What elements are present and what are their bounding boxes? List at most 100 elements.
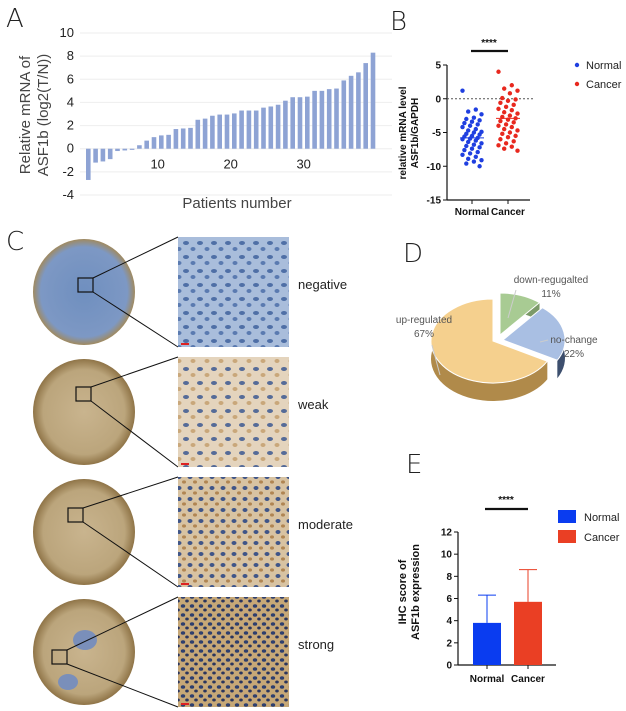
b-data-point — [500, 131, 505, 137]
ihc-magnified-image — [178, 597, 289, 707]
a-bar — [275, 104, 281, 149]
pie-label: no-change — [550, 335, 598, 346]
panel-label-b: B — [390, 7, 407, 37]
b-data-point — [466, 156, 471, 162]
b-data-point — [466, 109, 471, 114]
ihc-level-label: negative — [298, 277, 347, 292]
b-data-point — [503, 141, 509, 146]
b-ytick-label: -5 — [432, 128, 441, 139]
a-bar — [188, 127, 193, 149]
zoom-region-box — [51, 649, 68, 665]
a-bar — [217, 114, 222, 149]
b-data-point — [473, 126, 478, 132]
e-ytick-label: 12 — [441, 528, 453, 539]
zoom-connector-line — [82, 521, 179, 588]
panel-label-c: C — [6, 227, 24, 257]
tissue-dense-region — [73, 630, 97, 650]
panel-b-scatter-chart: relative mRNA level ASF1b/GAPDH -15 -10 -5… — [398, 38, 622, 218]
a-bar — [232, 113, 237, 149]
a-bar — [159, 135, 164, 149]
a-ytick-label: 0 — [67, 141, 74, 156]
a-ytick-label: -2 — [62, 164, 74, 179]
e-ytick-label: 0 — [446, 661, 452, 672]
panel-c-ihc-images: negative weak moderate strong — [33, 236, 353, 708]
e-significance-label: **** — [498, 495, 514, 506]
a-bar — [253, 110, 259, 149]
b-data-point — [479, 141, 484, 146]
pie-leader-line — [507, 289, 517, 319]
b-data-point — [477, 132, 482, 137]
a-bar — [319, 90, 325, 149]
b-data-point — [502, 126, 507, 132]
a-bar — [290, 97, 295, 149]
zoom-connector-line — [92, 291, 179, 348]
zoom-connector-line — [92, 236, 179, 279]
ihc-magnified-image — [178, 357, 289, 467]
a-bar — [312, 90, 317, 149]
b-data-point — [462, 120, 467, 126]
scale-bar — [181, 463, 189, 465]
zoom-connector-line — [66, 596, 179, 651]
a-bar — [334, 88, 339, 149]
b-data-point — [473, 154, 478, 159]
a-bar — [173, 129, 179, 149]
b-data-point — [496, 143, 501, 148]
panel-label-d: D — [403, 239, 423, 269]
b-data-point — [498, 100, 503, 106]
pie-leader-line — [539, 339, 549, 343]
b-data-point — [511, 120, 516, 125]
e-ytick-label: 8 — [446, 572, 452, 583]
scale-bar — [181, 343, 189, 345]
pie-label: down-regugalted — [514, 275, 589, 286]
e-ytick-label: 4 — [446, 616, 452, 627]
a-bar — [180, 128, 186, 149]
a-bar — [341, 80, 347, 149]
a-ytick-label: 4 — [67, 94, 74, 109]
b-data-point — [515, 128, 520, 133]
b-data-point — [464, 161, 469, 166]
ihc-magnified-image — [178, 477, 289, 587]
b-data-point — [505, 135, 511, 140]
e-ylabel-line1: IHC score of — [397, 559, 409, 624]
b-data-point — [513, 133, 518, 139]
b-data-point — [513, 97, 518, 102]
zoom-connector-line — [90, 400, 179, 468]
b-data-point — [507, 113, 513, 118]
a-bar — [305, 96, 310, 149]
ihc-level-label: weak — [297, 397, 329, 412]
a-bar — [348, 75, 354, 149]
zoom-region-box — [67, 507, 84, 523]
b-data-point — [509, 124, 514, 130]
b-data-point — [464, 116, 469, 122]
ihc-level-label: moderate — [298, 517, 353, 532]
zoom-connector-line — [82, 476, 179, 509]
b-legend-marker — [574, 81, 580, 87]
a-bar — [166, 134, 171, 149]
a-bar — [195, 119, 201, 149]
b-data-point — [496, 123, 501, 128]
e-legend-label: Normal — [584, 512, 619, 524]
pie-percent-label: 67% — [414, 329, 434, 340]
b-data-point — [467, 123, 473, 128]
b-legend-label: Cancer — [586, 79, 622, 91]
b-ytick-label: -15 — [427, 196, 442, 207]
a-bar — [151, 137, 157, 149]
tissue-core — [33, 479, 135, 585]
b-legend-marker — [574, 62, 580, 68]
e-legend-swatch — [558, 510, 576, 523]
tissue-core — [33, 359, 135, 465]
zoom-region-box — [75, 386, 92, 402]
b-data-point — [503, 122, 509, 127]
b-data-point — [475, 149, 480, 155]
a-bar — [100, 148, 106, 162]
b-data-point — [511, 139, 516, 144]
a-ytick-label: 6 — [67, 71, 74, 86]
b-data-point — [477, 118, 482, 123]
a-ylabel-line1: Relative mRNA of — [17, 55, 34, 174]
a-bar — [210, 115, 215, 149]
b-data-point — [515, 148, 520, 153]
tissue-dense-region — [58, 674, 78, 690]
e-bar — [473, 622, 501, 665]
b-data-point — [515, 111, 520, 116]
b-data-point — [471, 130, 477, 135]
